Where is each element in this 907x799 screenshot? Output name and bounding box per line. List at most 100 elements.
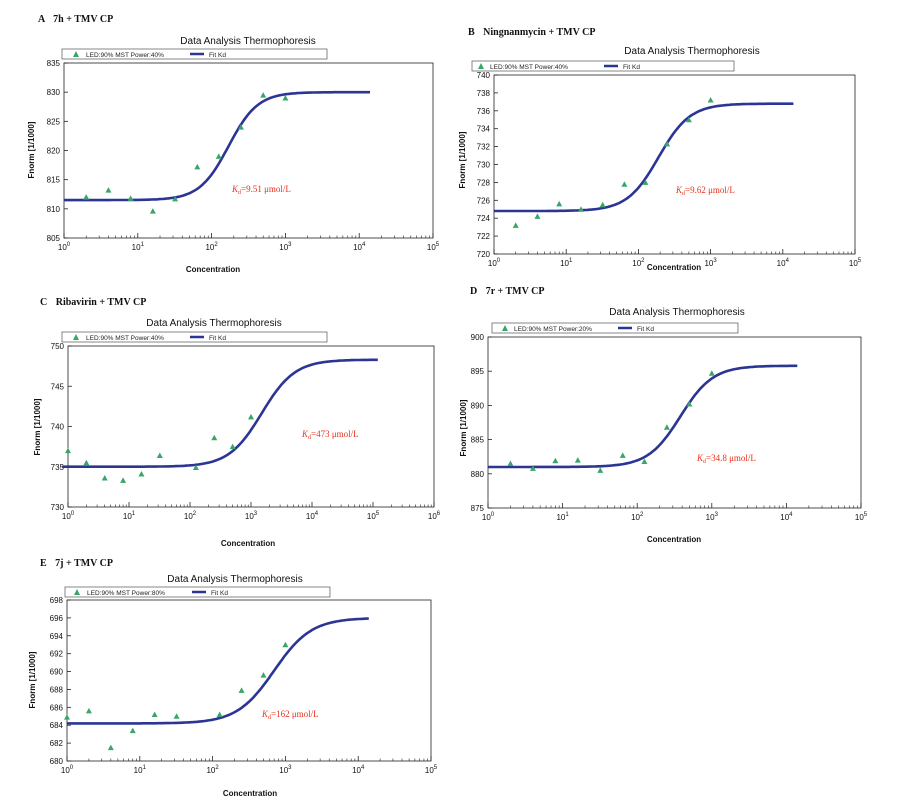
data-point	[151, 711, 158, 717]
y-tick-label: 810	[47, 205, 61, 214]
legend-fit-label: Fit Kd	[209, 335, 226, 342]
data-point	[597, 467, 604, 473]
data-point	[101, 475, 108, 481]
data-point	[685, 116, 692, 123]
data-point	[120, 477, 127, 483]
x-tick-label: 102	[184, 511, 197, 521]
panel-letter: C	[40, 297, 47, 308]
y-tick-label: 738	[477, 89, 491, 98]
kd-annotation: Kd=34.8 μmol/L	[696, 453, 756, 465]
x-tick-label: 100	[61, 765, 74, 775]
triangle-marker-icon	[478, 63, 484, 69]
x-tick-label: 104	[777, 258, 790, 268]
data-point	[83, 194, 90, 200]
plot-frame	[487, 336, 862, 509]
plot-area: 730 735 740 745 750 100 101 102 103 104 105 106	[51, 342, 441, 521]
plot-title: Data Analysis Thermophoresis	[167, 574, 302, 585]
y-tick-label: 726	[477, 196, 491, 205]
y-axis-title: Fnorm [1/1000]	[459, 399, 468, 456]
legend-fit-label: Fit Kd	[211, 590, 228, 597]
triangle-marker-icon	[502, 325, 508, 331]
y-tick-label: 696	[50, 614, 64, 623]
fit-curve	[62, 358, 378, 468]
data-point	[149, 208, 156, 214]
data-point	[237, 124, 244, 130]
plot-frame	[493, 74, 856, 255]
sample-name: Ribavirin + TMV CP	[56, 297, 147, 308]
chart-panel-c: C Ribavirin + TMV CP Data Analysis Therm…	[33, 297, 441, 548]
x-tick-label: 104	[352, 765, 365, 775]
y-tick-label: 815	[47, 176, 61, 185]
kd-annotation: Kd=9.62 μmol/L	[675, 185, 735, 197]
kd-value: =34.8 μmol/L	[706, 453, 756, 463]
data-point	[641, 458, 648, 464]
y-tick-label: 835	[47, 59, 61, 68]
x-tick-label: 105	[849, 258, 862, 268]
x-tick-label: 100	[62, 511, 75, 521]
legend-points-label: LED:90% MST Power:20%	[514, 326, 592, 333]
y-tick-label: 830	[47, 88, 61, 97]
plot-area: 720 722 724 726 728 730 732 734 736 738 740 100 101 1…	[477, 71, 862, 268]
y-tick-label: 740	[51, 423, 65, 432]
y-tick-label: 730	[477, 161, 491, 170]
fit-curve	[488, 364, 798, 469]
data-point	[107, 744, 114, 751]
x-tick-label: 101	[132, 242, 145, 252]
data-point	[64, 714, 70, 720]
data-point	[507, 460, 514, 467]
data-point	[127, 195, 134, 201]
y-tick-label: 732	[477, 143, 491, 152]
y-tick-label: 740	[477, 71, 491, 80]
y-axis-title: Fnorm [1/1000]	[33, 398, 42, 455]
data-point	[619, 452, 626, 458]
x-tick-label: 105	[367, 511, 380, 521]
triangle-marker-icon	[73, 51, 79, 57]
y-axis-title: Fnorm [1/1000]	[458, 131, 467, 188]
y-tick-label: 890	[471, 401, 485, 410]
y-tick-label: 805	[47, 234, 61, 243]
sample-name: 7j + TMV CP	[55, 558, 113, 569]
y-tick-label: 880	[471, 470, 485, 479]
data-point	[105, 187, 112, 193]
y-tick-label: 734	[477, 125, 491, 134]
sample-name: 7r + TMV CP	[486, 286, 545, 297]
y-tick-label: 735	[51, 463, 65, 472]
data-point	[216, 711, 223, 717]
y-tick-label: 885	[471, 436, 485, 445]
x-tick-label: 105	[855, 512, 868, 522]
sample-name: Ningnanmycin + TMV CP	[483, 27, 595, 38]
data-point	[686, 401, 693, 407]
data-point	[129, 727, 136, 734]
x-tick-label: 100	[58, 242, 71, 252]
x-tick-label: 101	[556, 512, 569, 522]
y-tick-label: 825	[47, 117, 61, 126]
x-tick-label: 104	[353, 242, 366, 252]
data-point	[65, 447, 71, 454]
panel-d-heading: D 7r + TMV CP	[470, 286, 545, 297]
panel-letter: A	[38, 14, 46, 25]
y-tick-label: 875	[471, 504, 485, 513]
y-tick-label: 900	[471, 333, 485, 342]
data-point	[663, 424, 670, 430]
data-point	[556, 200, 563, 207]
x-tick-label: 103	[279, 242, 292, 252]
x-tick-label: 103	[245, 511, 258, 521]
chart-panel-a: A 7h + TMV CP Data Analysis Thermophores…	[27, 14, 440, 274]
data-point	[621, 181, 628, 187]
panel-a-heading: A 7h + TMV CP	[38, 14, 113, 25]
y-tick-label: 682	[50, 739, 64, 748]
data-point	[664, 140, 671, 147]
fit-curve	[494, 102, 794, 213]
triangle-marker-icon	[74, 589, 80, 595]
y-tick-label: 750	[51, 342, 65, 351]
legend-points-label: LED:90% MST Power:40%	[86, 52, 164, 59]
panel-letter: E	[40, 558, 47, 569]
panel-letter: B	[468, 27, 475, 38]
data-point	[574, 457, 581, 463]
x-tick-label: 104	[306, 511, 319, 521]
data-point	[85, 707, 92, 714]
triangle-marker-icon	[73, 334, 79, 340]
legend-fit-label: Fit Kd	[209, 52, 226, 59]
legend: LED:90% MST Power:40% Fit Kd	[61, 331, 328, 343]
data-point	[248, 413, 254, 420]
